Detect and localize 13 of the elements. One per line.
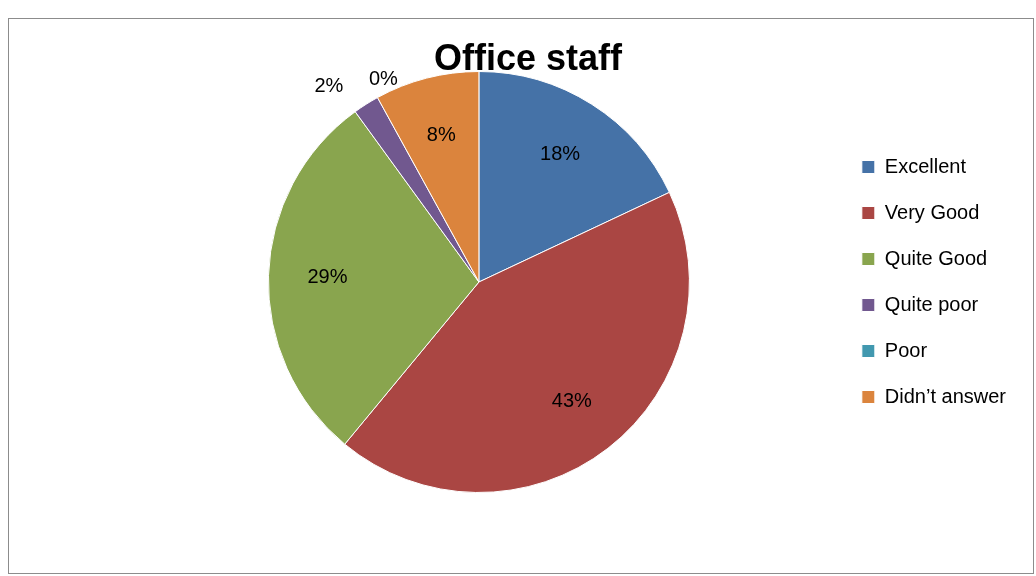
data-label: 8%: [426, 122, 456, 145]
chart-title: Office staff: [433, 36, 624, 78]
data-label: 18%: [540, 141, 581, 164]
text: 0%: [368, 66, 398, 89]
data-label: 43%: [551, 389, 593, 412]
legend-label: Poor: [884, 338, 928, 361]
legend-label: Quite poor: [884, 292, 979, 315]
data-label: 29%: [307, 264, 348, 287]
legend-label: Didn’t answer: [884, 384, 1007, 407]
legend-label: Very Good: [884, 200, 980, 223]
legend-label: Quite Good: [884, 246, 988, 269]
data-label: 2%: [314, 74, 344, 97]
legend-label: Excellent: [884, 154, 967, 177]
